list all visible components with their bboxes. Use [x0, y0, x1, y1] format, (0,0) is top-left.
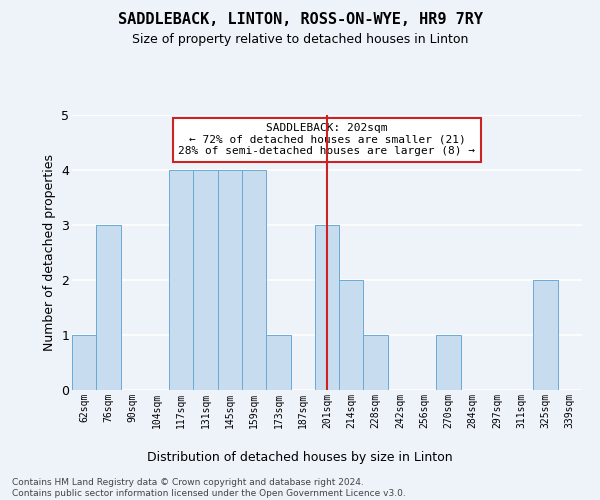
Bar: [72, 335, 96, 390]
Y-axis label: Number of detached properties: Number of detached properties: [43, 154, 56, 351]
Bar: [364, 335, 388, 390]
Bar: [193, 170, 218, 390]
Bar: [218, 170, 242, 390]
Text: SADDLEBACK, LINTON, ROSS-ON-WYE, HR9 7RY: SADDLEBACK, LINTON, ROSS-ON-WYE, HR9 7RY: [118, 12, 482, 28]
Text: Contains HM Land Registry data © Crown copyright and database right 2024.
Contai: Contains HM Land Registry data © Crown c…: [12, 478, 406, 498]
Bar: [315, 225, 339, 390]
Text: Size of property relative to detached houses in Linton: Size of property relative to detached ho…: [132, 32, 468, 46]
Text: SADDLEBACK: 202sqm
← 72% of detached houses are smaller (21)
28% of semi-detache: SADDLEBACK: 202sqm ← 72% of detached hou…: [179, 123, 476, 156]
Text: Distribution of detached houses by size in Linton: Distribution of detached houses by size …: [147, 451, 453, 464]
Bar: [242, 170, 266, 390]
Bar: [266, 335, 290, 390]
Bar: [533, 280, 558, 390]
Bar: [436, 335, 461, 390]
Bar: [339, 280, 364, 390]
Bar: [96, 225, 121, 390]
Bar: [169, 170, 193, 390]
